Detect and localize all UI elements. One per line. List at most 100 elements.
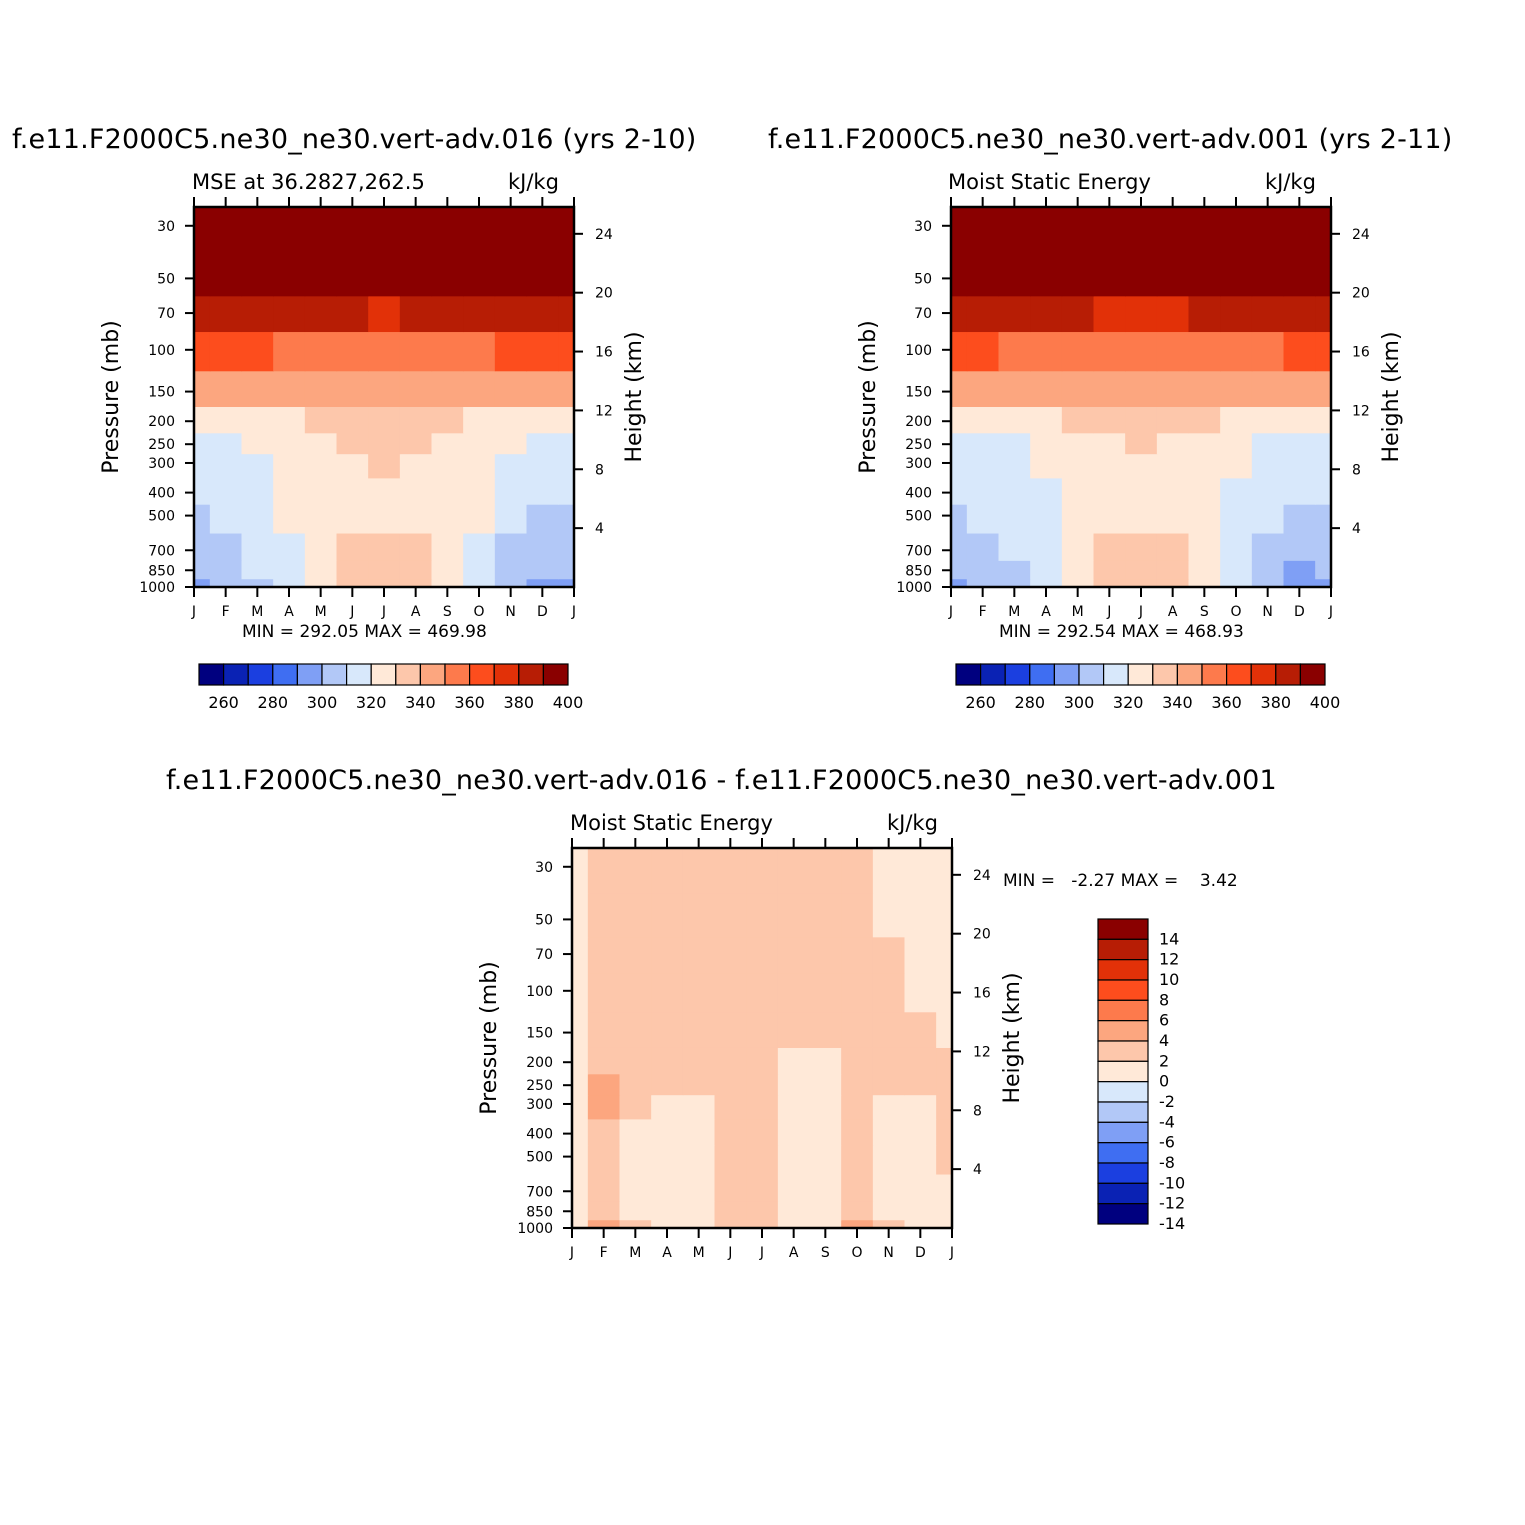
heatmap-cell bbox=[587, 1173, 621, 1202]
heatmap-cell bbox=[998, 477, 1031, 505]
heatmap-cell bbox=[651, 1201, 684, 1221]
y-tick-label: 100 bbox=[526, 984, 553, 1000]
x-tick-label: O bbox=[851, 1245, 862, 1261]
heatmap-cell bbox=[241, 432, 274, 455]
heatmap-cell bbox=[368, 560, 401, 580]
heatmap-cell bbox=[1093, 331, 1126, 372]
heatmap-cell bbox=[777, 1173, 811, 1202]
heatmap-cell bbox=[526, 432, 559, 455]
heatmap-cell bbox=[777, 1073, 811, 1096]
heatmap-cell bbox=[841, 1011, 874, 1048]
heatmap-cell bbox=[494, 370, 528, 407]
heatmap-cell bbox=[1315, 560, 1332, 580]
heatmap-cell bbox=[714, 1219, 747, 1229]
colorbar-label: 360 bbox=[1211, 693, 1242, 712]
heatmap-cell bbox=[936, 1047, 953, 1075]
heatmap-cell bbox=[241, 370, 274, 407]
heatmap-cell bbox=[1156, 252, 1190, 297]
heatmap-cell bbox=[1156, 432, 1190, 455]
heatmap-cell bbox=[304, 370, 338, 407]
heatmap-cell bbox=[1061, 370, 1095, 407]
x-tick-label: J bbox=[1106, 604, 1111, 620]
colorbar-swatch bbox=[1097, 1162, 1149, 1184]
heatmap-cell bbox=[1156, 406, 1190, 434]
colorbar-right: 260 280 300 320 340 360 380 400 bbox=[955, 663, 1340, 712]
heatmap-cell bbox=[1188, 370, 1221, 407]
heatmap-cell bbox=[841, 1094, 874, 1120]
heatmap-cell bbox=[368, 504, 401, 534]
heatmap-cell bbox=[936, 972, 953, 1013]
heatmap-cell bbox=[1030, 477, 1063, 505]
heatmap-cell bbox=[587, 1094, 621, 1120]
heatmap-cell bbox=[1283, 532, 1316, 561]
colorbar-swatch bbox=[1102, 663, 1129, 686]
heatmap-cell bbox=[273, 578, 306, 588]
heatmap-cell bbox=[558, 504, 575, 534]
heatmap-cell bbox=[936, 1201, 953, 1221]
heatmap-cell bbox=[241, 532, 274, 561]
panel-diff-label: Moist Static Energy bbox=[570, 811, 773, 835]
heatmap-cell bbox=[746, 1201, 779, 1221]
heatmap-cell bbox=[714, 848, 747, 894]
heatmap-cell bbox=[809, 1219, 842, 1229]
heatmap-cell bbox=[1061, 532, 1095, 561]
colorbar-swatch bbox=[1097, 1182, 1149, 1205]
heatmap-cell bbox=[241, 295, 274, 333]
heatmap-cell bbox=[682, 1173, 716, 1202]
colorbar-swatch bbox=[493, 663, 520, 686]
colorbar-label: -4 bbox=[1159, 1112, 1175, 1131]
colorbar-swatch bbox=[1250, 663, 1277, 686]
heatmap-cell bbox=[194, 560, 211, 580]
heatmap-cell bbox=[872, 936, 906, 974]
colorbar-swatch bbox=[444, 663, 471, 686]
heatmap-cell bbox=[682, 1219, 716, 1229]
heatmap-cell bbox=[966, 331, 1000, 372]
heatmap-cell bbox=[714, 1201, 747, 1221]
heatmap-cell bbox=[1283, 295, 1316, 333]
heatmap-cell bbox=[872, 1201, 906, 1221]
heatmap-cell bbox=[463, 560, 496, 580]
heatmap-cell bbox=[1093, 295, 1126, 333]
colorbar-swatch bbox=[223, 663, 249, 686]
heatmap-cell bbox=[872, 848, 906, 894]
y2-tick-label: 16 bbox=[1352, 345, 1370, 361]
heatmap-cell bbox=[1188, 560, 1221, 580]
heatmap-cell bbox=[966, 406, 1000, 434]
heatmap-cell bbox=[619, 1201, 652, 1221]
heatmap-cell bbox=[951, 504, 968, 534]
x-tick-label: M bbox=[251, 604, 263, 620]
x-tick-label: A bbox=[1041, 604, 1051, 620]
y-tick-label: 250 bbox=[148, 437, 175, 453]
heatmap-cell bbox=[651, 1094, 684, 1120]
heatmap-cell bbox=[304, 406, 338, 434]
heatmap-cell bbox=[273, 504, 306, 534]
heatmap-cell bbox=[494, 560, 528, 580]
heatmap-cell bbox=[841, 1145, 874, 1175]
heatmap-cell bbox=[777, 1219, 811, 1229]
colorbar-swatch bbox=[1097, 938, 1149, 961]
heatmap-cell bbox=[1093, 432, 1126, 455]
heatmap-cell bbox=[951, 532, 968, 561]
heatmap-cell bbox=[998, 331, 1031, 372]
heatmap-cell bbox=[951, 406, 968, 434]
heatmap-cell bbox=[399, 477, 433, 505]
x-tick-label: J bbox=[727, 1245, 732, 1261]
colorbar-swatch bbox=[1275, 663, 1302, 686]
heatmap-cell bbox=[1220, 432, 1253, 455]
heatmap-cell bbox=[809, 1145, 842, 1175]
heatmap-cell bbox=[1156, 295, 1190, 333]
heatmap-cell bbox=[619, 1219, 652, 1229]
heatmap-cell bbox=[526, 477, 559, 505]
heatmap-cell bbox=[572, 893, 589, 938]
heatmap-cell bbox=[463, 504, 496, 534]
heatmap-cell bbox=[904, 1118, 937, 1146]
heatmap-cell bbox=[619, 1011, 652, 1048]
heatmap-cell bbox=[777, 936, 811, 974]
x-tick-label: N bbox=[883, 1245, 893, 1261]
heatmap-cell bbox=[336, 453, 369, 479]
heatmap-cell bbox=[494, 578, 528, 588]
colorbar-swatch bbox=[1097, 1020, 1149, 1042]
heatmap-cell bbox=[746, 1118, 779, 1146]
heatmap-cell bbox=[966, 370, 1000, 407]
